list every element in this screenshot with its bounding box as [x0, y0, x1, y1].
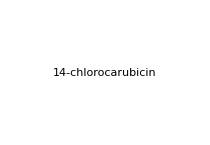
Text: 14-chlorocarubicin: 14-chlorocarubicin: [53, 68, 157, 77]
